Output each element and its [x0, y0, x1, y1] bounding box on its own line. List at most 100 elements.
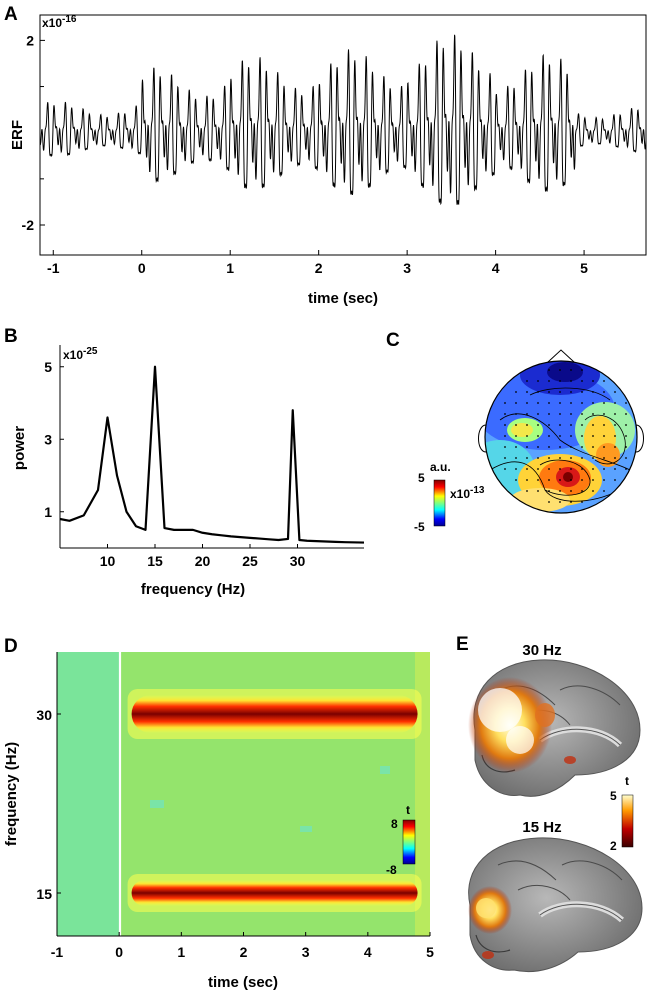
- panel-c-letter: C: [386, 330, 400, 351]
- sensor-dot: [526, 490, 528, 492]
- sensor-dot: [570, 501, 572, 503]
- panel-a-x-tick-label: 2: [315, 260, 323, 276]
- sensor-dot: [526, 457, 528, 459]
- sensor-dot: [581, 402, 583, 404]
- sensor-dot: [592, 413, 594, 415]
- sensor-dot: [581, 490, 583, 492]
- sensor-dot: [548, 479, 550, 481]
- panel-d-xlabel: time (sec): [208, 974, 278, 991]
- sensor-dot: [515, 391, 517, 393]
- sensor-dot: [603, 435, 605, 437]
- sensor-dot: [625, 435, 627, 437]
- sensor-dot: [515, 457, 517, 459]
- panel-b-y-tick-label: 3: [44, 431, 52, 447]
- panel-b-exponent: x10-25: [63, 346, 98, 362]
- sensor-dot: [625, 413, 627, 415]
- right-ear-icon: [635, 424, 644, 453]
- sensor-dot: [614, 446, 616, 448]
- nose-icon: [546, 349, 576, 363]
- sensor-dot: [559, 468, 561, 470]
- sensor-dot: [559, 369, 561, 371]
- sensor-dot: [614, 435, 616, 437]
- sensor-dot: [548, 391, 550, 393]
- panel-d-colorbar-label: t: [406, 803, 410, 817]
- sensor-dot: [603, 468, 605, 470]
- sensor-dot: [504, 457, 506, 459]
- sensor-dot: [570, 413, 572, 415]
- power-spectrum-line: [59, 365, 365, 544]
- band-30hz: [131, 695, 418, 733]
- sensor-dot: [581, 435, 583, 437]
- spectrogram-baseline-region: [57, 652, 120, 936]
- sensor-dot: [581, 380, 583, 382]
- sensor-dot: [570, 380, 572, 382]
- sensor-dot: [592, 424, 594, 426]
- panel-d-y-tick-label: 15: [36, 886, 52, 902]
- sensor-dot: [581, 501, 583, 503]
- sensor-dot: [614, 479, 616, 481]
- panel-d-letter: D: [4, 636, 18, 657]
- sensor-dot: [559, 479, 561, 481]
- sensor-dot: [548, 380, 550, 382]
- brain-30hz-view: [468, 659, 641, 797]
- sensor-dot: [614, 391, 616, 393]
- sensor-dot: [548, 490, 550, 492]
- panel-d-colorbar: [402, 819, 416, 865]
- panel-a-letter: A: [4, 4, 18, 25]
- sensor-dot: [537, 380, 539, 382]
- sensor-dot: [603, 479, 605, 481]
- sensor-dot: [559, 413, 561, 415]
- sensor-dot: [504, 424, 506, 426]
- sensor-dot: [625, 468, 627, 470]
- sensor-dot: [559, 457, 561, 459]
- panel-d-y-tick-label: 30: [36, 707, 52, 723]
- brain-15hz-view: [468, 837, 643, 973]
- panel-e-colorbar-max: 5: [610, 789, 617, 803]
- panel-d-x-ticks: -1 0 1 2 3 4 5: [51, 932, 434, 960]
- sensor-dot: [625, 424, 627, 426]
- topography-map: [485, 361, 637, 513]
- sensor-dot: [625, 457, 627, 459]
- sensor-dot: [592, 479, 594, 481]
- sensor-dot: [570, 446, 572, 448]
- sensor-dot: [570, 391, 572, 393]
- panel-d-x-tick-label: 5: [426, 944, 434, 960]
- sensor-dot: [581, 479, 583, 481]
- sensor-dot: [526, 424, 528, 426]
- panel-b-x-tick-label: 20: [195, 553, 211, 569]
- sensor-dot: [559, 380, 561, 382]
- sensor-dot: [592, 446, 594, 448]
- panel-a-x-tick-label: 0: [138, 260, 146, 276]
- panel-c-colorbar-min: -5: [414, 520, 425, 534]
- sensor-dot: [526, 402, 528, 404]
- sensor-dot: [504, 468, 506, 470]
- sensor-dot: [515, 402, 517, 404]
- head-outline: [484, 360, 638, 514]
- sensor-dot: [592, 490, 594, 492]
- panel-e-colorbar-label: t: [625, 774, 629, 788]
- panel-a-x-tick-label: 3: [403, 260, 411, 276]
- panel-b-y-tick-label: 5: [44, 359, 52, 375]
- sensor-dot: [581, 457, 583, 459]
- sensor-dot: [559, 435, 561, 437]
- sensor-dot: [559, 424, 561, 426]
- panel-b-x-tick-label: 25: [242, 553, 258, 569]
- sensor-dot: [581, 413, 583, 415]
- sensor-dot: [614, 402, 616, 404]
- sensor-dot: [504, 402, 506, 404]
- sensor-dot: [526, 391, 528, 393]
- panel-d-x-tick-label: 4: [364, 944, 372, 960]
- sensor-dot: [537, 424, 539, 426]
- sensor-dot: [603, 424, 605, 426]
- left-ear-icon: [478, 424, 487, 453]
- sensor-dot: [603, 490, 605, 492]
- panel-b-xlabel: frequency (Hz): [141, 581, 245, 598]
- sensor-dot: [592, 435, 594, 437]
- panel-b-ylabel: power: [11, 426, 28, 470]
- sensor-dot: [548, 402, 550, 404]
- sensor-dot: [526, 446, 528, 448]
- sensor-dot: [603, 380, 605, 382]
- sensor-dot: [515, 479, 517, 481]
- panel-a-exponent: x10-16: [42, 14, 77, 30]
